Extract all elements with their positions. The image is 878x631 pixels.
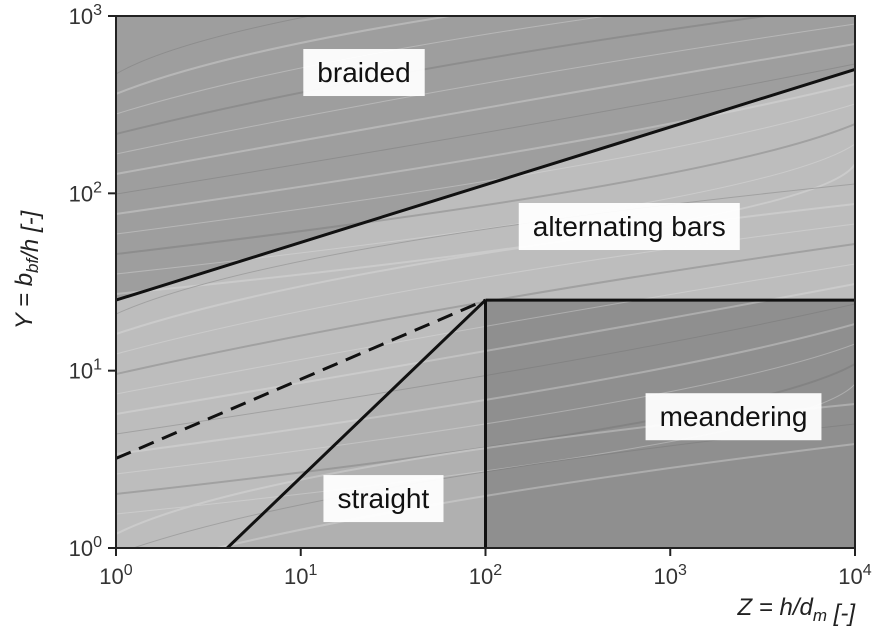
region-label-text: braided — [317, 57, 410, 88]
texture-streak — [116, 16, 457, 95]
region-label-alternating-bars: alternating bars — [518, 203, 740, 251]
region-braided — [116, 16, 855, 301]
region-label-straight: straight — [323, 475, 444, 523]
region-label-braided: braided — [303, 49, 425, 97]
texture-streak — [116, 103, 855, 235]
texture-streak — [116, 343, 855, 475]
texture-streak — [116, 23, 855, 155]
y-tick-label: 102 — [69, 179, 102, 206]
region-label-text: meandering — [660, 401, 808, 432]
x-tick-label: 103 — [654, 562, 687, 589]
texture-streak — [116, 303, 855, 435]
region-label-text: straight — [337, 483, 429, 514]
region-label-box — [645, 393, 822, 441]
y-axis-title: Y = bbf/h [-] — [11, 209, 44, 329]
x-tick-label: 100 — [99, 562, 132, 589]
region-label-meandering: meandering — [645, 393, 822, 441]
texture-streak — [116, 123, 855, 255]
y-tick-label: 100 — [69, 534, 102, 561]
texture-streak — [116, 83, 855, 215]
texture-streak — [116, 243, 855, 375]
texture-streak — [116, 43, 855, 175]
region-label-box — [303, 49, 425, 97]
region-label-box — [518, 203, 740, 251]
texture-streak — [116, 16, 773, 135]
texture-streak — [116, 323, 855, 455]
axis-layer: 100 101 102 103 104 100 101 102 103 Z = h/dm [-] Y… — [11, 2, 872, 627]
texture-streak — [116, 16, 611, 115]
boundary-braided-alternating — [115, 67, 856, 302]
boundary-straight-alternating — [226, 299, 487, 550]
texture-streak — [116, 363, 855, 495]
region-label-box — [323, 475, 444, 523]
x-tick-label: 102 — [469, 562, 502, 589]
x-tick-label: 104 — [838, 562, 871, 589]
boundary-layer — [115, 67, 856, 550]
texture-streak — [116, 16, 313, 75]
boundary-dashed-divider — [115, 298, 487, 460]
x-axis-title: Z = h/dm [-] — [736, 594, 856, 627]
region-label-text: alternating bars — [533, 211, 726, 242]
texture-streak — [116, 183, 855, 315]
y-tick-label: 103 — [69, 2, 102, 29]
texture-streak — [116, 383, 855, 515]
x-tick-label: 101 — [284, 562, 317, 589]
y-tick-label: 101 — [69, 357, 102, 384]
texture-streak — [116, 63, 855, 195]
label-layer: braided alternating bars meandering straigh… — [303, 49, 822, 523]
region-alternating-bars — [116, 69, 855, 549]
